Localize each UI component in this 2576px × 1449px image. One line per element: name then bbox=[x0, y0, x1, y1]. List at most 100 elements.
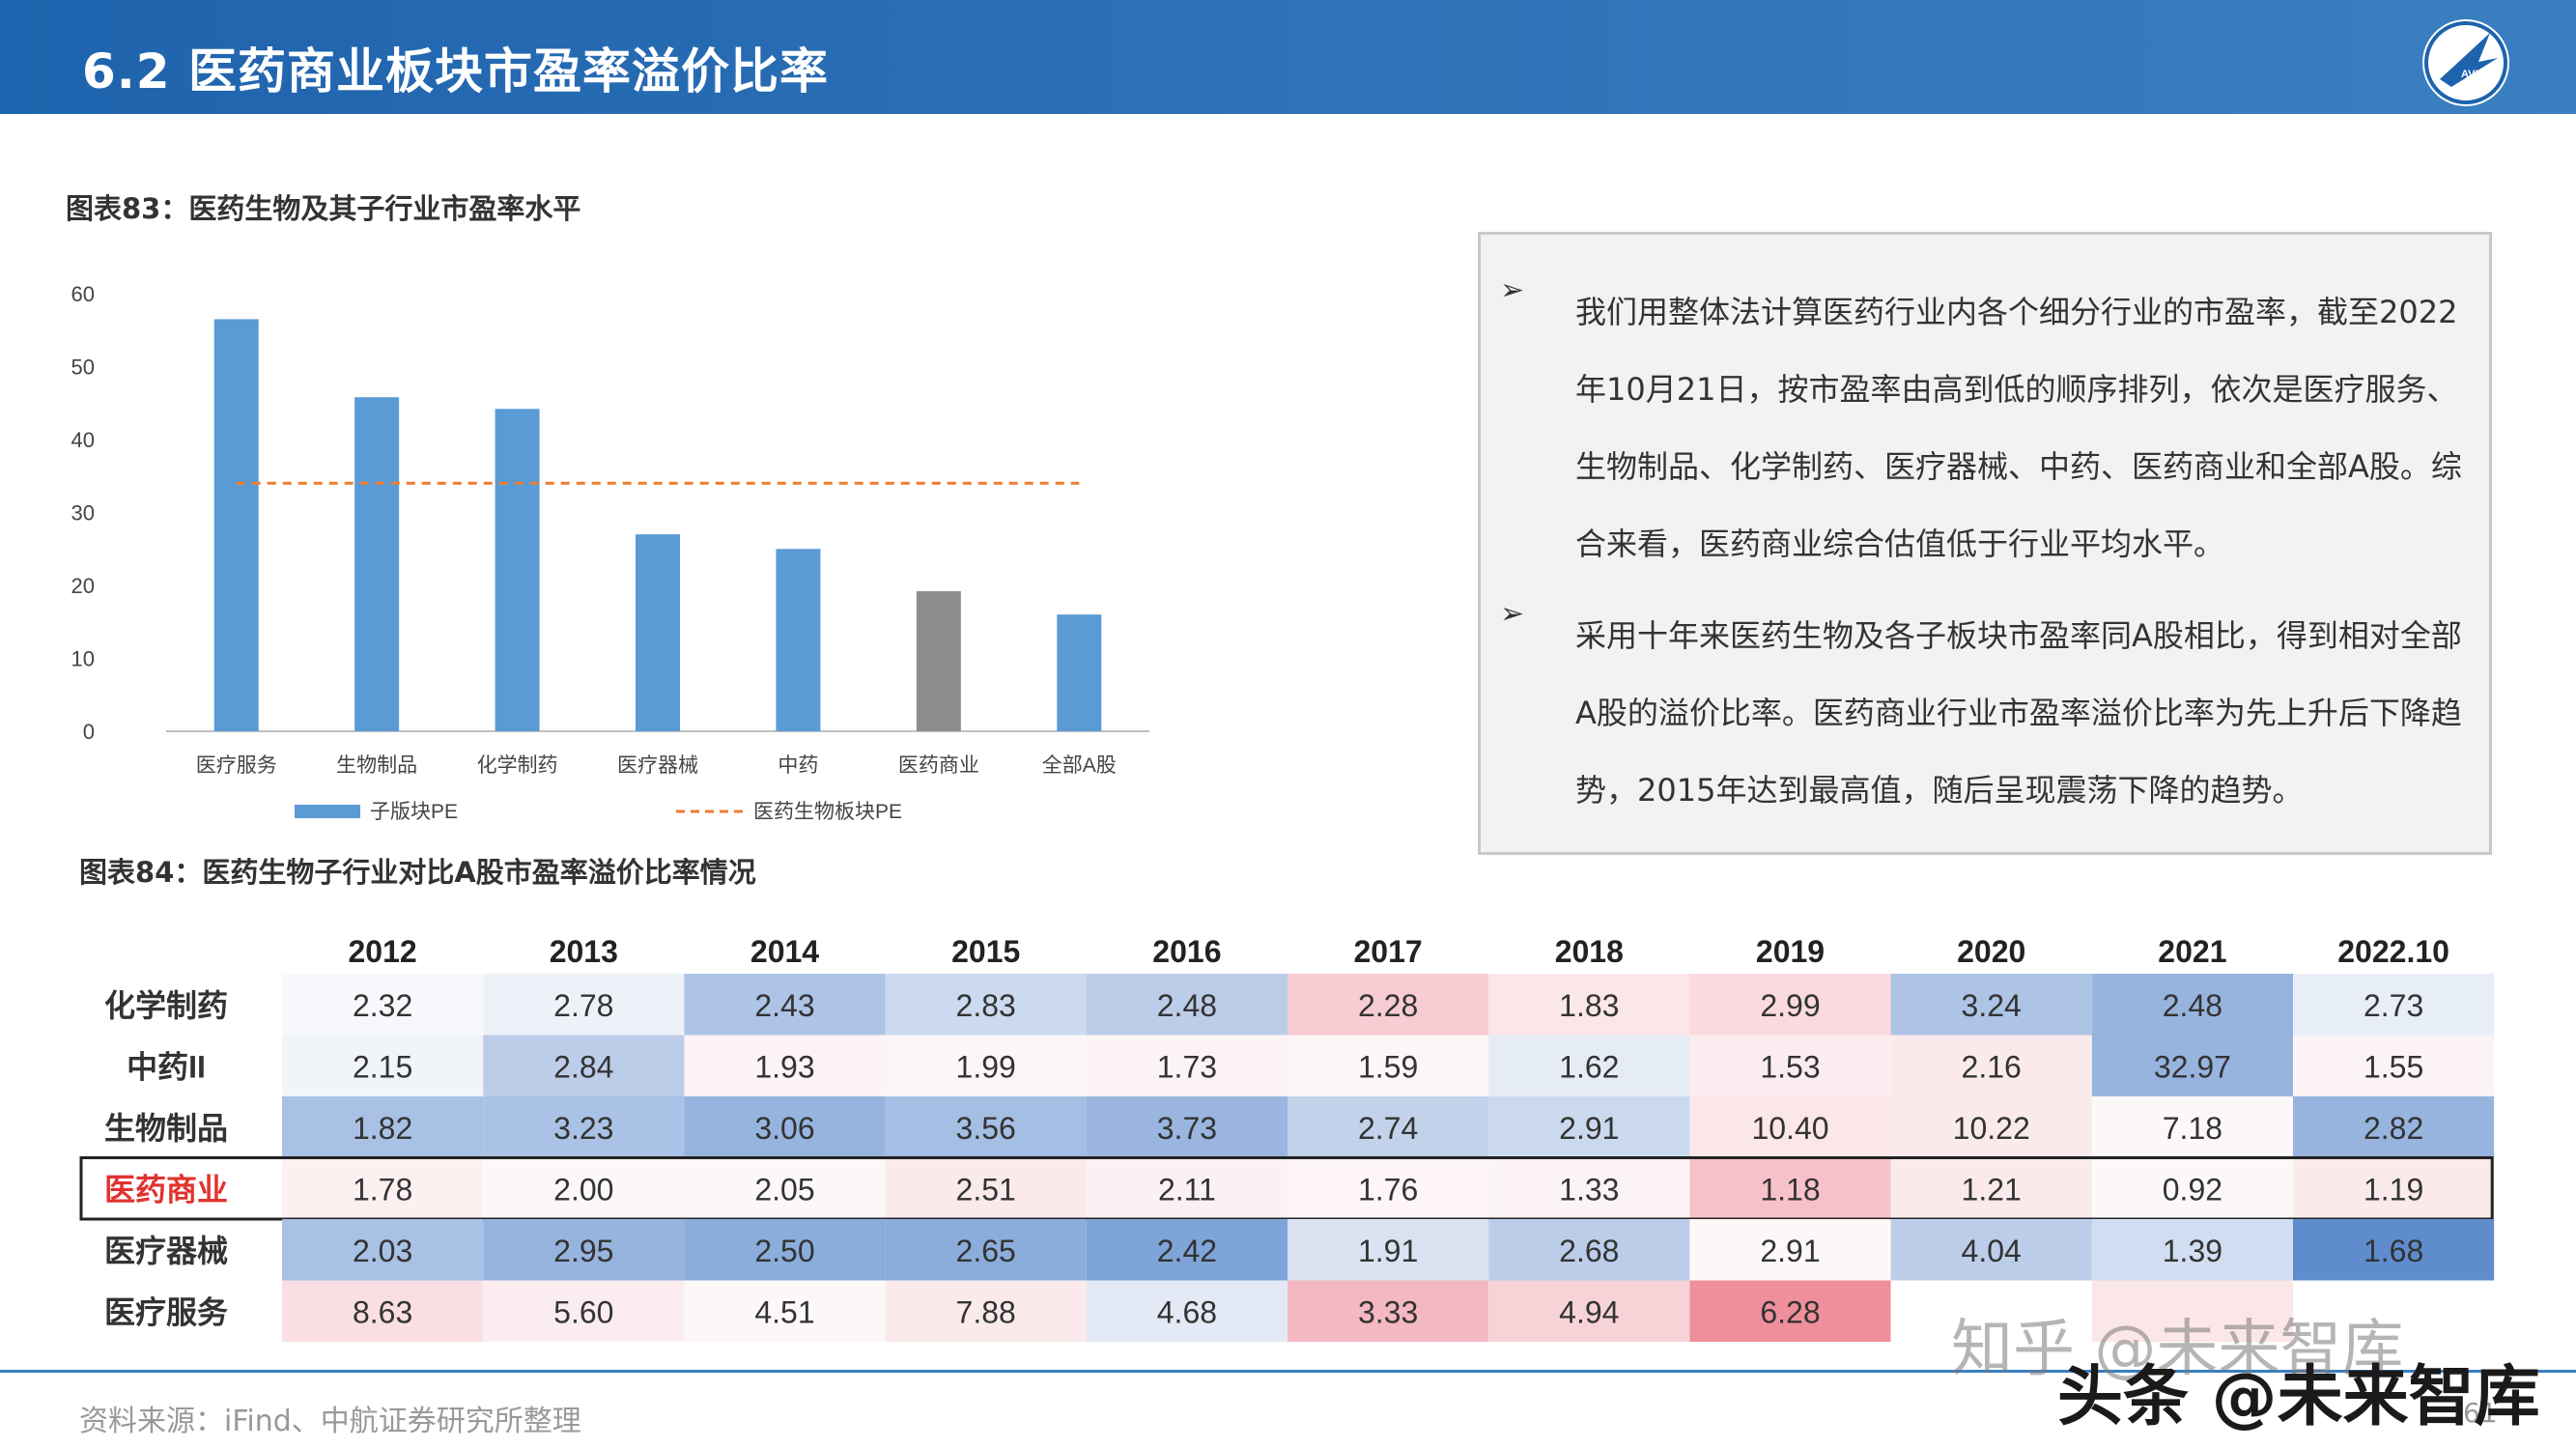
cell-value: 1.78 bbox=[353, 1172, 412, 1207]
heatmap-cell bbox=[1488, 974, 1690, 1036]
x-tick-label: 全部A股 bbox=[1042, 754, 1117, 777]
heatmap-cell bbox=[1488, 1280, 1690, 1342]
cell-value: 1.33 bbox=[1559, 1172, 1619, 1207]
cell-value: 1.18 bbox=[1760, 1172, 1820, 1207]
heatmap-cell bbox=[1288, 1096, 1489, 1158]
heatmap-cell bbox=[282, 974, 484, 1036]
pe-bar-chart: 0 10 20 30 40 50 60 医疗服务 生物制品 化学制药 医疗器械 中药 医药商业 全部A股子… bbox=[71, 282, 1149, 823]
avic-logo: AVIC bbox=[2422, 19, 2509, 106]
heatmap-cell bbox=[2091, 1096, 2293, 1158]
x-tick-label: 医疗器械 bbox=[617, 754, 698, 777]
y-tick-label: 20 bbox=[71, 574, 95, 598]
heatmap-cell bbox=[1689, 1157, 1891, 1219]
row-label: 生物制品 bbox=[104, 1111, 228, 1146]
header-bar: 6.2 医药商业板块市盈率溢价比率 AVIC bbox=[0, 0, 2576, 114]
column-header: 2014 bbox=[750, 934, 819, 969]
cell-value: 2.82 bbox=[2364, 1111, 2423, 1146]
heatmap-cell bbox=[2293, 974, 2495, 1036]
cell-value: 2.42 bbox=[1157, 1234, 1217, 1268]
heatmap-cell bbox=[2091, 1157, 2293, 1219]
heatmap-cell bbox=[2293, 1035, 2495, 1096]
logo-text: AVIC bbox=[2461, 69, 2486, 80]
row-label: 医疗服务 bbox=[104, 1294, 228, 1329]
heatmap-cell bbox=[1890, 1035, 2092, 1096]
footer-divider bbox=[0, 1370, 2576, 1373]
arrow-bullet-icon: ➢ bbox=[1500, 273, 1525, 307]
heatmap-cell bbox=[1288, 974, 1489, 1036]
cell-value: 0.92 bbox=[2163, 1172, 2222, 1207]
cell-value: 3.73 bbox=[1157, 1111, 1217, 1146]
y-tick-label: 50 bbox=[71, 355, 95, 380]
heatmap-cell bbox=[1890, 1219, 2092, 1281]
column-header: 2013 bbox=[550, 934, 618, 969]
heatmap-cell bbox=[483, 974, 685, 1036]
heatmap-cell bbox=[684, 1280, 886, 1342]
watermark-toutiao: 头条 @未来智库 bbox=[2057, 1359, 2540, 1435]
heatmap-cell bbox=[483, 1035, 685, 1096]
x-tick-label: 中药 bbox=[778, 754, 818, 777]
cell-value: 3.24 bbox=[1962, 988, 2022, 1023]
cell-value: 1.55 bbox=[2364, 1049, 2423, 1084]
heatmap-cell bbox=[1288, 1035, 1489, 1096]
heatmap-cell bbox=[1086, 974, 1288, 1036]
heatmap-cell bbox=[2091, 974, 2293, 1036]
column-header: 2022.10 bbox=[2337, 934, 2449, 969]
heatmap-cell bbox=[1288, 1157, 1489, 1219]
summary-textbox: ➢ 我们用整体法计算医药行业内各个细分行业的市盈率，截至2022年10月21日，… bbox=[1478, 232, 2492, 855]
bar-全部A股 bbox=[1057, 614, 1102, 731]
heatmap-cell bbox=[1689, 974, 1891, 1036]
heatmap-cell bbox=[282, 1280, 484, 1342]
bar-化学制药 bbox=[495, 409, 540, 731]
cell-value: 1.93 bbox=[754, 1049, 814, 1084]
cell-value: 7.88 bbox=[956, 1294, 1016, 1329]
heatmap-cell bbox=[684, 974, 886, 1036]
arrow-bullet-icon: ➢ bbox=[1500, 597, 1525, 631]
cell-value: 2.91 bbox=[1559, 1111, 1619, 1146]
heatmap-cell bbox=[2091, 1035, 2293, 1096]
heatmap-cell bbox=[1689, 1096, 1891, 1158]
cell-value: 4.94 bbox=[1559, 1294, 1619, 1329]
cell-value: 2.00 bbox=[553, 1172, 613, 1207]
heatmap-cell bbox=[282, 1157, 484, 1219]
avic-logo-icon: AVIC bbox=[2424, 21, 2507, 104]
cell-value: 1.59 bbox=[1358, 1049, 1418, 1084]
bar-中药 bbox=[776, 549, 821, 731]
cell-value: 1.53 bbox=[1760, 1049, 1820, 1084]
figure83-title: 图表83：医药生物及其子行业市盈率水平 bbox=[66, 192, 581, 225]
cell-value: 2.03 bbox=[353, 1234, 412, 1268]
bar-医药商业 bbox=[916, 591, 961, 731]
table-row: 医疗器械 2.03 2.95 2.50 2.65 2.42 1.91 2.68 2.91 4.04… bbox=[104, 1219, 2495, 1281]
cell-value: 5.60 bbox=[553, 1294, 613, 1329]
cell-value: 1.68 bbox=[2364, 1234, 2423, 1268]
heatmap-cell bbox=[1086, 1035, 1288, 1096]
heatmap-cell bbox=[2091, 1219, 2293, 1281]
legend-swatch-bars bbox=[295, 805, 360, 818]
y-tick-label: 10 bbox=[71, 647, 95, 671]
x-tick-label: 生物制品 bbox=[336, 754, 417, 777]
cell-value: 2.11 bbox=[1158, 1172, 1216, 1207]
heatmap-cell bbox=[2091, 1280, 2293, 1342]
cell-value: 3.23 bbox=[553, 1111, 613, 1146]
heatmap-cell bbox=[483, 1219, 685, 1281]
heatmap-cell bbox=[1890, 1096, 2092, 1158]
cell-value: 2.95 bbox=[553, 1234, 613, 1268]
cell-value: 10.22 bbox=[1953, 1111, 2030, 1146]
y-tick-label: 30 bbox=[71, 501, 95, 526]
cell-value: 2.68 bbox=[1559, 1234, 1619, 1268]
heatmap-cell bbox=[1086, 1157, 1288, 1219]
bullet-text: 我们用整体法计算医药行业内各个细分行业的市盈率，截至2022年10月21日，按市… bbox=[1575, 294, 2462, 562]
cell-value: 2.32 bbox=[353, 988, 412, 1023]
heatmap-cell bbox=[885, 1157, 1087, 1219]
column-header: 2015 bbox=[951, 934, 1020, 969]
cell-value: 1.83 bbox=[1559, 988, 1619, 1023]
cell-value: 2.99 bbox=[1760, 988, 1820, 1023]
cell-value: 32.97 bbox=[2154, 1049, 2231, 1084]
page-title: 6.2 医药商业板块市盈率溢价比率 bbox=[82, 43, 829, 99]
cell-value: 1.82 bbox=[353, 1111, 412, 1146]
cell-value: 2.74 bbox=[1358, 1111, 1418, 1146]
heatmap-cell bbox=[684, 1096, 886, 1158]
heatmap-cell bbox=[2293, 1219, 2495, 1281]
y-tick-label: 60 bbox=[71, 282, 95, 306]
heatmap-cell bbox=[1488, 1096, 1690, 1158]
heatmap-cell bbox=[885, 1035, 1087, 1096]
